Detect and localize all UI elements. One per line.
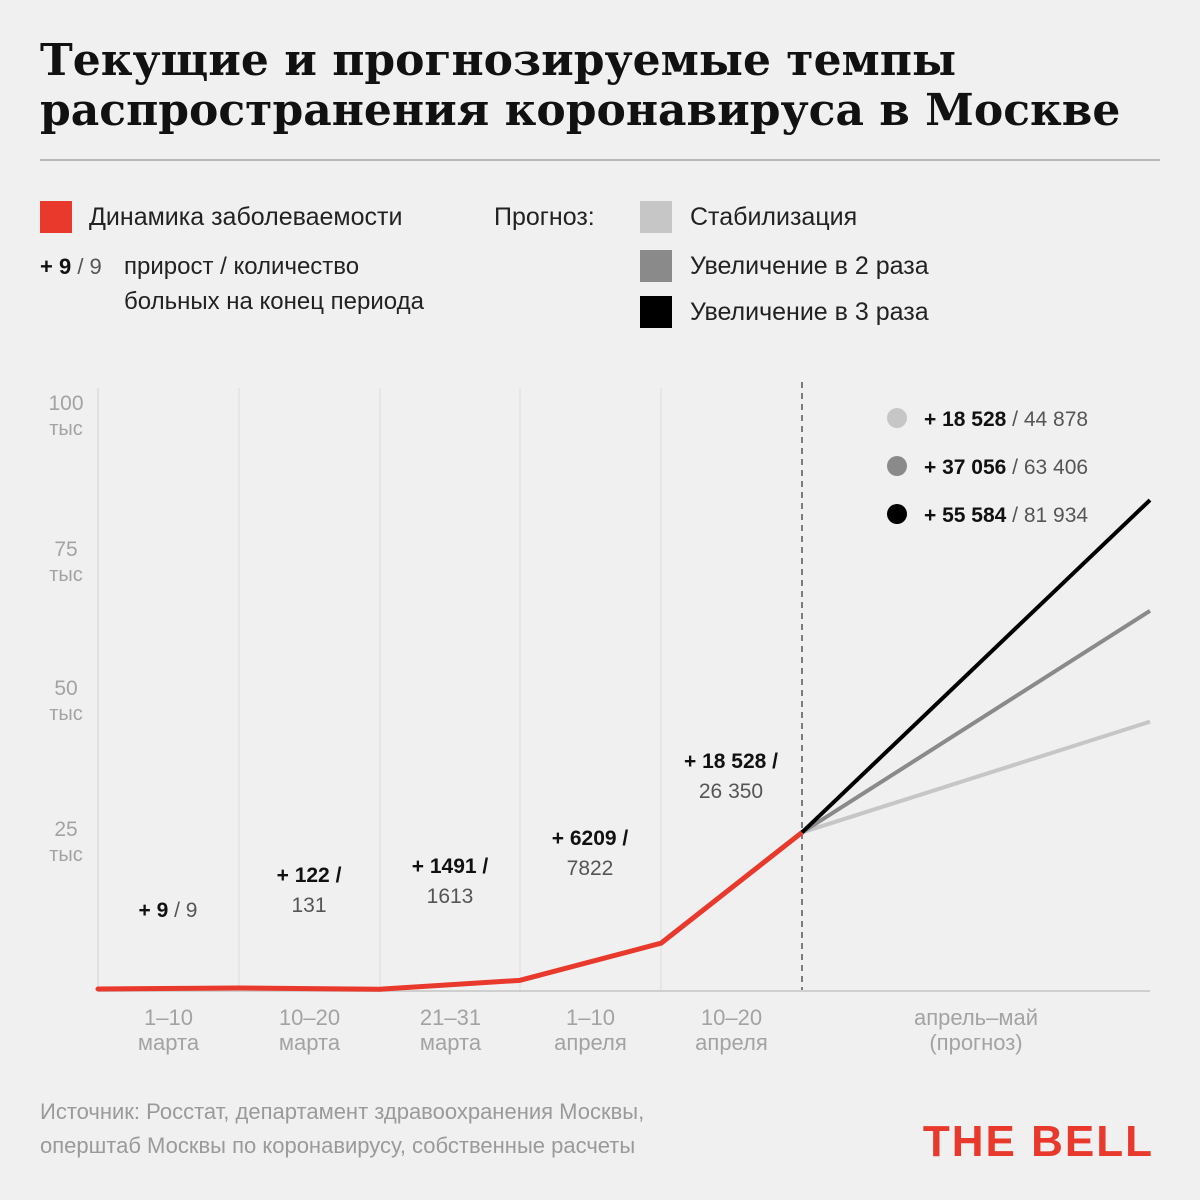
- legend-swatch-triple: [640, 296, 672, 328]
- forecast-dot-double: [887, 456, 907, 476]
- legend-forecast-label: Прогноз:: [494, 203, 595, 231]
- x-tick-label-2: 21–31: [420, 1005, 481, 1030]
- x-tick-sublabel-5: (прогноз): [929, 1030, 1022, 1055]
- forecast-label-2: + 55 584 / 81 934: [924, 504, 1088, 527]
- page-title: Текущие и прогнозируемые темпы распростр…: [40, 35, 1121, 136]
- forecast-total-0: / 44 878: [1006, 408, 1088, 431]
- forecast-increment-1: + 37 056: [924, 456, 1006, 479]
- period-total-1: 131: [291, 894, 326, 917]
- period-total-0: / 9: [168, 899, 197, 922]
- y-tick-label-0: 100: [48, 392, 83, 415]
- legend-example-text-1: прирост / количество: [124, 253, 360, 280]
- legend-example-total: 9: [89, 254, 102, 279]
- legend-label-double: Увеличение в 2 раза: [690, 252, 929, 280]
- legend-example: + 9 / 9: [40, 252, 102, 282]
- x-tick-sublabel-3: апреля: [554, 1030, 627, 1055]
- x-tick-sublabel-1: марта: [279, 1030, 341, 1055]
- legend-swatch-incidence: [40, 201, 72, 233]
- period-increment-1: + 122 /: [277, 864, 342, 887]
- legend-label-triple: Увеличение в 3 раза: [690, 298, 929, 326]
- y-tick-unit-0: тыс: [49, 418, 83, 440]
- y-tick-unit-3: тыс: [49, 844, 83, 866]
- legend-label-stabilization: Стабилизация: [690, 203, 858, 231]
- period-total-2: 1613: [427, 885, 474, 908]
- period-increment-0: + 9: [139, 899, 169, 922]
- x-tick-label-4: 10–20: [701, 1005, 762, 1030]
- series-line-actual: [95, 829, 805, 992]
- title-divider: [40, 159, 1160, 161]
- legend-label-incidence: Динамика заболеваемости: [89, 203, 403, 231]
- legend-swatch-double: [640, 250, 672, 282]
- x-tick-label-1: 10–20: [279, 1005, 340, 1030]
- y-tick-label-1: 75: [54, 538, 77, 561]
- legend-example-increment: + 9: [40, 254, 72, 279]
- source-note: Источник: Росстат, департамент здравоохр…: [40, 1095, 644, 1163]
- period-increment-4: + 18 528 /: [684, 750, 778, 773]
- y-tick-label-3: 25: [54, 818, 77, 841]
- x-tick-sublabel-2: марта: [420, 1030, 482, 1055]
- x-tick-label-5: апрель–май: [914, 1005, 1038, 1030]
- forecast-line-triple: [800, 498, 1152, 834]
- period-total-3: 7822: [567, 857, 614, 880]
- period-increment-2: + 1491 /: [412, 855, 489, 878]
- forecast-dot-triple: [887, 504, 907, 524]
- forecast-label-0: + 18 528 / 44 878: [924, 408, 1088, 431]
- forecast-label-1: + 37 056 / 63 406: [924, 456, 1088, 479]
- y-tick-unit-2: тыс: [49, 703, 83, 725]
- forecast-line-double: [800, 609, 1152, 835]
- forecast-increment-0: + 18 528: [924, 408, 1007, 431]
- forecast-increment-2: + 55 584: [924, 504, 1007, 527]
- y-tick-label-2: 50: [54, 677, 77, 700]
- legend-swatch-stabilization: [640, 201, 672, 233]
- the-bell-logo: THE BELL: [922, 1117, 1154, 1166]
- period-increment-3: + 6209 /: [552, 827, 629, 850]
- source-line-1: Источник: Росстат, департамент здравоохр…: [40, 1099, 645, 1124]
- x-tick-sublabel-4: апреля: [695, 1030, 768, 1055]
- y-tick-unit-1: тыс: [49, 564, 83, 586]
- forecast-total-2: / 81 934: [1006, 504, 1088, 527]
- forecast-dot-stabilization: [887, 408, 907, 428]
- source-line-2: оперштаб Москвы по коронавирусу, собстве…: [40, 1133, 636, 1158]
- period-total-4: 26 350: [699, 780, 763, 803]
- legend-example-separator: /: [71, 254, 90, 279]
- forecast-total-1: / 63 406: [1006, 456, 1088, 479]
- period-label-0: + 9 / 9: [139, 899, 198, 922]
- legend-example-text-2: больных на конец периода: [124, 288, 424, 315]
- x-tick-label-0: 1–10: [144, 1005, 193, 1030]
- x-tick-label-3: 1–10: [566, 1005, 615, 1030]
- forecast-line-stabilization: [801, 719, 1151, 835]
- x-tick-sublabel-0: марта: [138, 1030, 200, 1055]
